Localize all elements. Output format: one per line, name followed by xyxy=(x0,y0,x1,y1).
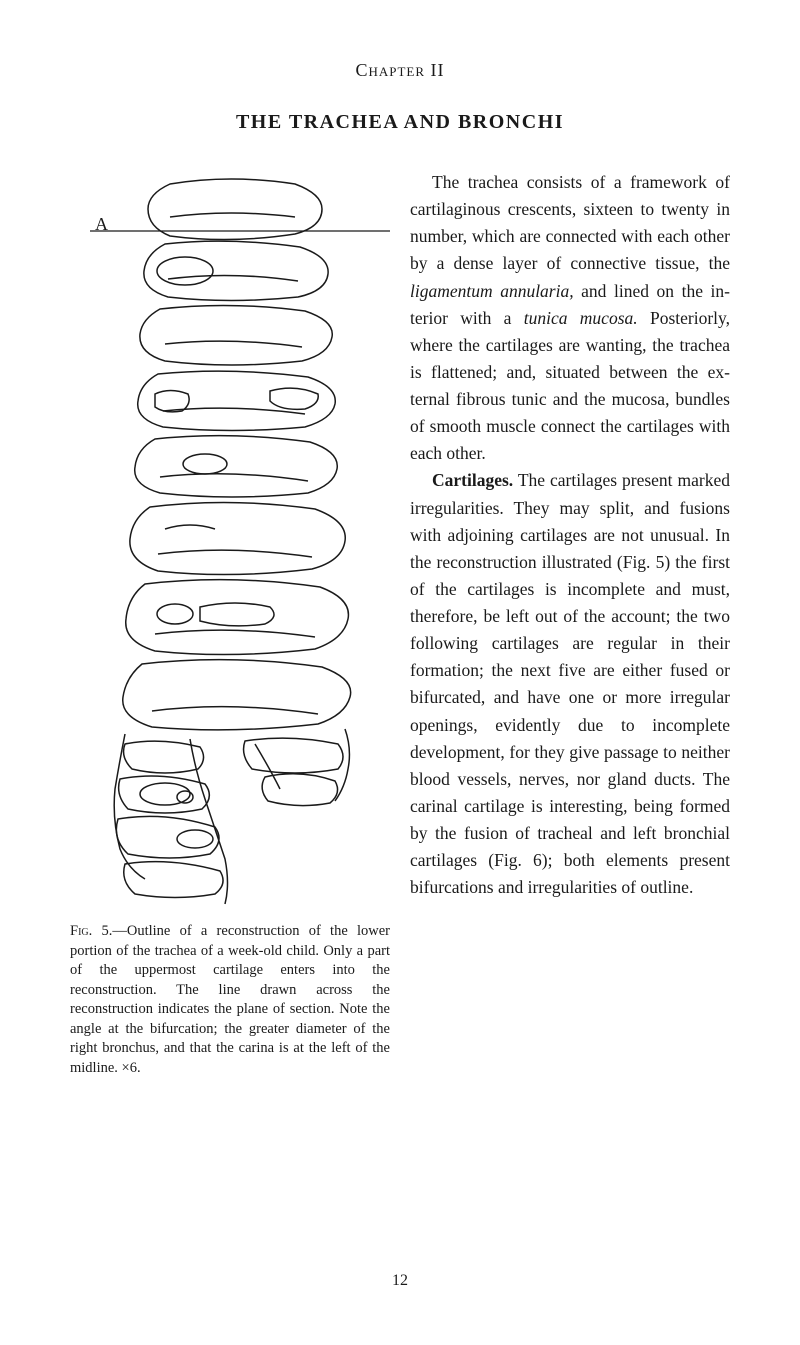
figure-caption: Fig. 5.—Outline of a reconstruction of t… xyxy=(70,922,390,1079)
chapter-title: THE TRACHEA AND BRONCHI xyxy=(70,111,730,134)
figure-block: A xyxy=(70,169,390,1079)
p1-text-1: The trachea consists of a framework of c… xyxy=(410,172,730,273)
p2-continuation: to neither blood vessels, nerves, nor gl… xyxy=(410,742,730,898)
figure-caption-text: —Outline of a reconstruction of the lowe… xyxy=(70,923,390,1076)
p1-text-3: Posteriorly, where the carti­lages are w… xyxy=(410,308,730,464)
figure-label-a: A xyxy=(95,214,108,235)
figure-caption-label: Fig. 5. xyxy=(70,923,112,939)
content-area: A xyxy=(70,169,730,901)
p1-italic-1: ligamentum an­nularia, xyxy=(410,281,574,301)
page-number: 12 xyxy=(0,1272,800,1290)
trachea-illustration xyxy=(70,169,390,909)
p2-text-1: The cartilages present marked irregulari… xyxy=(410,470,730,761)
chapter-header: Chapter II xyxy=(70,60,730,81)
p1-italic-2: tunica mucosa. xyxy=(524,308,638,328)
p2-heading: Cartilages. xyxy=(432,470,513,490)
